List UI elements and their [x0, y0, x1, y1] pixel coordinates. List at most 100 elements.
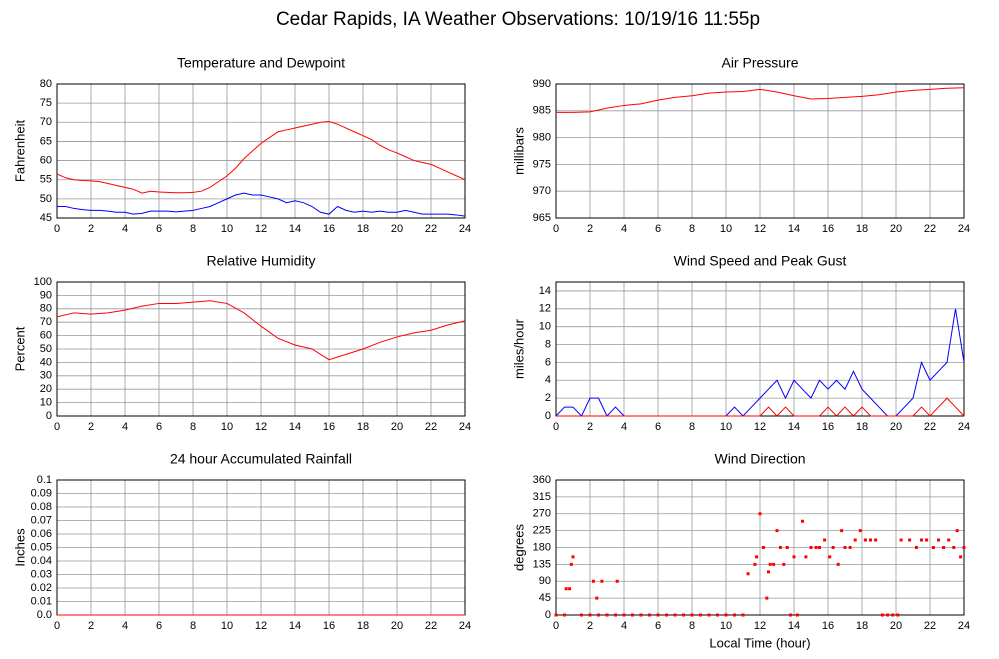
data-point — [823, 538, 827, 542]
y-tick-label: 0.02 — [31, 582, 52, 594]
y-tick-label: 65 — [40, 135, 52, 147]
data-point — [931, 546, 935, 549]
data-point — [880, 613, 884, 617]
y-tick-label: 2 — [545, 392, 551, 404]
x-tick-label: 4 — [621, 421, 627, 433]
data-point — [615, 579, 619, 583]
x-tick-label: 12 — [255, 223, 267, 235]
data-point — [682, 613, 685, 617]
data-point — [914, 546, 918, 549]
y-tick-label: 0.1 — [37, 474, 52, 486]
x-tick-label: 14 — [289, 223, 301, 235]
data-point — [959, 555, 963, 559]
data-point — [622, 613, 626, 617]
x-tick-label: 10 — [221, 421, 233, 433]
y-tick-label: 4 — [545, 374, 551, 386]
data-point — [656, 613, 660, 617]
x-tick-label: 18 — [357, 620, 369, 632]
y-axis-label: Percent — [12, 326, 27, 371]
data-point — [947, 538, 951, 542]
data-point — [828, 555, 832, 559]
y-axis-label: Fahrenheit — [12, 120, 27, 183]
y-tick-label: 30 — [40, 370, 52, 382]
x-tick-label: 0 — [54, 620, 60, 632]
y-tick-label: 0 — [46, 410, 52, 422]
x-tick-label: 16 — [822, 620, 834, 632]
y-tick-label: 70 — [40, 116, 52, 128]
x-tick-label: 8 — [190, 421, 196, 433]
y-tick-label: 975 — [533, 158, 551, 170]
x-tick-label: 18 — [856, 223, 868, 235]
data-line — [57, 192, 466, 217]
x-tick-label: 8 — [689, 620, 695, 632]
x-tick-label: 22 — [425, 223, 437, 235]
x-tick-label: 6 — [655, 223, 661, 235]
y-tick-label: 100 — [34, 276, 52, 288]
plot-frame — [56, 83, 466, 219]
chart-panel: Relative HumidityPercent0102030405060708… — [12, 253, 471, 433]
data-point — [768, 562, 772, 566]
x-tick-label: 22 — [924, 421, 936, 433]
x-axis-label: Local Time (hour) — [709, 635, 810, 650]
chart-panel: 24 hour Accumulated Rainfall Inches 0.0 0.0… — [12, 451, 471, 632]
y-tick-label: 315 — [533, 491, 551, 503]
data-point — [639, 613, 643, 617]
data-point — [605, 613, 609, 617]
data-point — [597, 613, 600, 617]
chart-title: Wind Speed and Peak Gust — [674, 253, 847, 269]
chart-panel: Wind Speed and Peak Gustmiles/hour024681… — [511, 253, 970, 433]
x-tick-label: 0 — [54, 421, 60, 433]
data-point — [814, 546, 818, 549]
data-point — [765, 596, 769, 600]
data-point — [665, 613, 668, 617]
y-tick-label: 60 — [40, 154, 52, 166]
data-point — [772, 562, 776, 566]
data-point — [920, 538, 923, 542]
chart-panel: Temperature and Dewpoint Fahrenheit 45 50 55… — [12, 55, 471, 235]
data-point — [614, 613, 617, 617]
data-point — [896, 613, 900, 617]
y-tick-label: 0.05 — [31, 541, 52, 553]
data-point — [746, 572, 750, 576]
x-tick-label: 2 — [587, 223, 593, 235]
x-tick-label: 20 — [391, 620, 403, 632]
y-tick-label: 0.03 — [31, 568, 52, 580]
y-tick-label: 45 — [539, 592, 551, 604]
x-tick-label: 20 — [391, 223, 403, 235]
data-point — [874, 538, 878, 542]
x-tick-label: 10 — [720, 421, 732, 433]
y-axis-label: millibars — [511, 127, 526, 175]
data-point — [818, 546, 821, 549]
y-tick-label: 70 — [40, 316, 52, 328]
plot-frame — [555, 83, 965, 219]
data-point — [716, 613, 719, 617]
x-tick-label: 20 — [890, 223, 902, 235]
x-tick-label: 22 — [924, 620, 936, 632]
y-tick-label: 0 — [545, 410, 551, 422]
y-tick-label: 0 — [545, 609, 551, 621]
data-point — [564, 587, 568, 591]
y-axis-label: Inches — [12, 528, 27, 567]
x-tick-label: 6 — [156, 620, 162, 632]
x-tick-label: 2 — [587, 421, 593, 433]
data-point — [952, 546, 956, 549]
data-point — [955, 529, 959, 533]
data-point — [843, 546, 847, 549]
x-tick-label: 14 — [788, 421, 800, 433]
x-tick-label: 8 — [689, 223, 695, 235]
x-tick-label: 24 — [958, 620, 970, 632]
data-point — [569, 562, 573, 566]
data-point — [741, 613, 745, 617]
x-tick-label: 14 — [788, 620, 800, 632]
x-tick-label: 4 — [122, 620, 128, 632]
y-tick-label: 20 — [40, 383, 52, 395]
data-point — [724, 613, 728, 617]
x-tick-label: 24 — [958, 223, 970, 235]
data-point — [848, 546, 852, 549]
y-tick-label: 360 — [533, 474, 551, 486]
data-point — [937, 538, 940, 542]
data-point — [804, 555, 808, 559]
y-tick-label: 970 — [533, 185, 551, 197]
x-tick-label: 4 — [122, 421, 128, 433]
y-tick-label: 0.0 — [37, 609, 52, 621]
